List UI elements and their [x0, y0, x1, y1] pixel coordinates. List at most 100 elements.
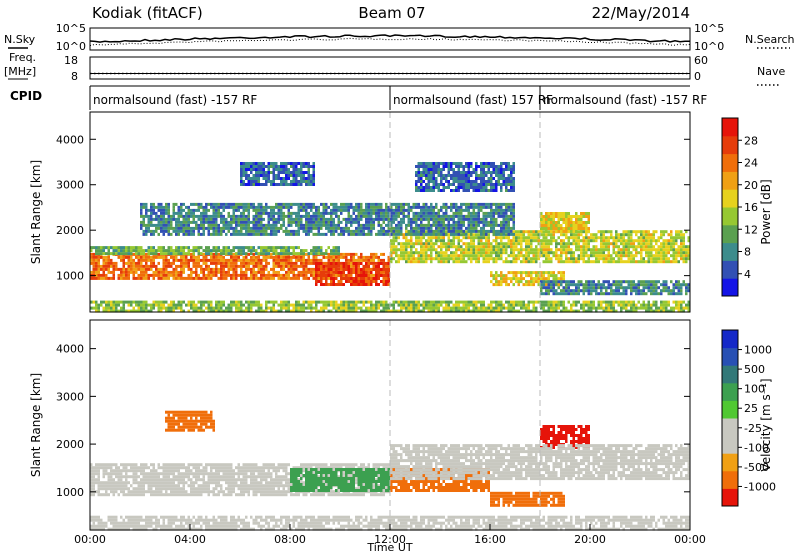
heatmap-cell	[287, 267, 290, 271]
heatmap-cell	[235, 252, 238, 256]
heatmap-cell	[190, 270, 193, 274]
heatmap-cell	[487, 260, 490, 264]
heatmap-cell	[377, 202, 380, 206]
heatmap-cell	[340, 255, 343, 259]
heatmap-cell	[442, 223, 445, 227]
heatmap-cell	[542, 286, 545, 290]
heatmap-cell	[535, 233, 538, 237]
heatmap-cell	[280, 183, 283, 186]
heatmap-cell	[220, 300, 223, 304]
heatmap-cell	[117, 252, 120, 256]
heatmap-cell	[507, 205, 510, 209]
heatmap-cell	[260, 226, 263, 230]
heatmap-cell	[385, 208, 388, 212]
heatmap-cell	[485, 214, 488, 218]
heatmap-cell	[220, 261, 223, 265]
heatmap-cell	[325, 274, 328, 277]
heatmap-cell	[287, 229, 290, 233]
heatmap-cell	[230, 249, 233, 253]
heatmap-cell	[117, 246, 120, 250]
heatmap-cell	[130, 249, 133, 253]
heatmap-cell	[312, 249, 315, 253]
heatmap-cell	[430, 205, 433, 209]
heatmap-cell	[462, 248, 465, 252]
heatmap-cell	[165, 217, 168, 221]
heatmap-cell	[220, 202, 223, 206]
heatmap-cell	[312, 232, 315, 236]
heatmap-cell	[465, 260, 468, 264]
heatmap-cell	[432, 229, 435, 233]
heatmap-cell	[530, 277, 533, 281]
heatmap-cell	[520, 245, 523, 249]
heatmap-cell	[297, 208, 300, 212]
heatmap-cell	[110, 276, 113, 280]
heatmap-cell	[275, 217, 278, 221]
heatmap-cell	[552, 236, 555, 240]
freq-ytick-bottom-right: 0	[694, 70, 701, 83]
heatmap-cell	[410, 217, 413, 221]
heatmap-cell	[170, 217, 173, 221]
heatmap-cell	[492, 220, 495, 224]
heatmap-cell	[650, 251, 653, 255]
heatmap-cell	[125, 246, 128, 250]
heatmap-cell	[535, 254, 538, 258]
heatmap-cell	[550, 215, 553, 218]
heatmap-cell	[605, 248, 608, 252]
heatmap-cell	[307, 226, 310, 230]
heatmap-cell	[197, 261, 200, 265]
heatmap-cell	[332, 280, 335, 283]
heatmap-cell	[195, 246, 198, 250]
heatmap-cell	[155, 223, 158, 227]
heatmap-cell	[170, 261, 173, 265]
heatmap-cell	[460, 165, 463, 168]
heatmap-cell	[275, 255, 278, 259]
heatmap-cell	[552, 239, 555, 243]
heatmap-cell	[642, 248, 645, 252]
heatmap-cell	[512, 248, 515, 252]
heatmap-cell	[602, 280, 605, 284]
heatmap-cell	[367, 208, 370, 212]
heatmap-cell	[252, 258, 255, 262]
heatmap-cell	[495, 223, 498, 227]
heatmap-cell	[602, 233, 605, 237]
heatmap-cell	[177, 249, 180, 253]
heatmap-cell	[620, 248, 623, 252]
heatmap-cell	[537, 271, 540, 275]
heatmap-cell	[222, 273, 225, 277]
heatmap-cell	[97, 246, 100, 250]
heatmap-cell	[352, 252, 355, 256]
heatmap-cell	[302, 258, 305, 262]
heatmap-cell	[487, 220, 490, 224]
heatmap-cell	[552, 274, 555, 278]
heatmap-cell	[300, 162, 303, 165]
heatmap-cell	[637, 280, 640, 284]
heatmap-cell	[537, 233, 540, 237]
heatmap-cell	[587, 218, 590, 221]
heatmap-cell	[425, 208, 428, 212]
heatmap-cell	[447, 229, 450, 233]
heatmap-cell	[450, 254, 453, 258]
heatmap-cell	[455, 220, 458, 224]
heatmap-cell	[422, 205, 425, 209]
heatmap-cell	[197, 258, 200, 262]
heatmap-cell	[242, 171, 245, 174]
heatmap-cell	[587, 239, 590, 243]
heatmap-cell	[650, 292, 653, 296]
heatmap-cell	[145, 255, 148, 259]
heatmap-cell	[545, 233, 548, 237]
heatmap-cell	[217, 255, 220, 259]
heatmap-cell	[565, 221, 568, 224]
heatmap-cell	[487, 245, 490, 249]
heatmap-cell	[150, 202, 153, 206]
heatmap-cell	[647, 236, 650, 240]
heatmap-cell	[377, 258, 380, 262]
heatmap-cell	[450, 162, 453, 165]
heatmap-cell	[557, 236, 560, 240]
heatmap-cell	[352, 283, 355, 286]
heatmap-cell	[327, 246, 330, 250]
heatmap-cell	[617, 280, 620, 284]
heatmap-cell	[245, 223, 248, 227]
heatmap-cell	[360, 252, 363, 256]
heatmap-cell	[575, 286, 578, 290]
heatmap-cell	[370, 232, 373, 236]
